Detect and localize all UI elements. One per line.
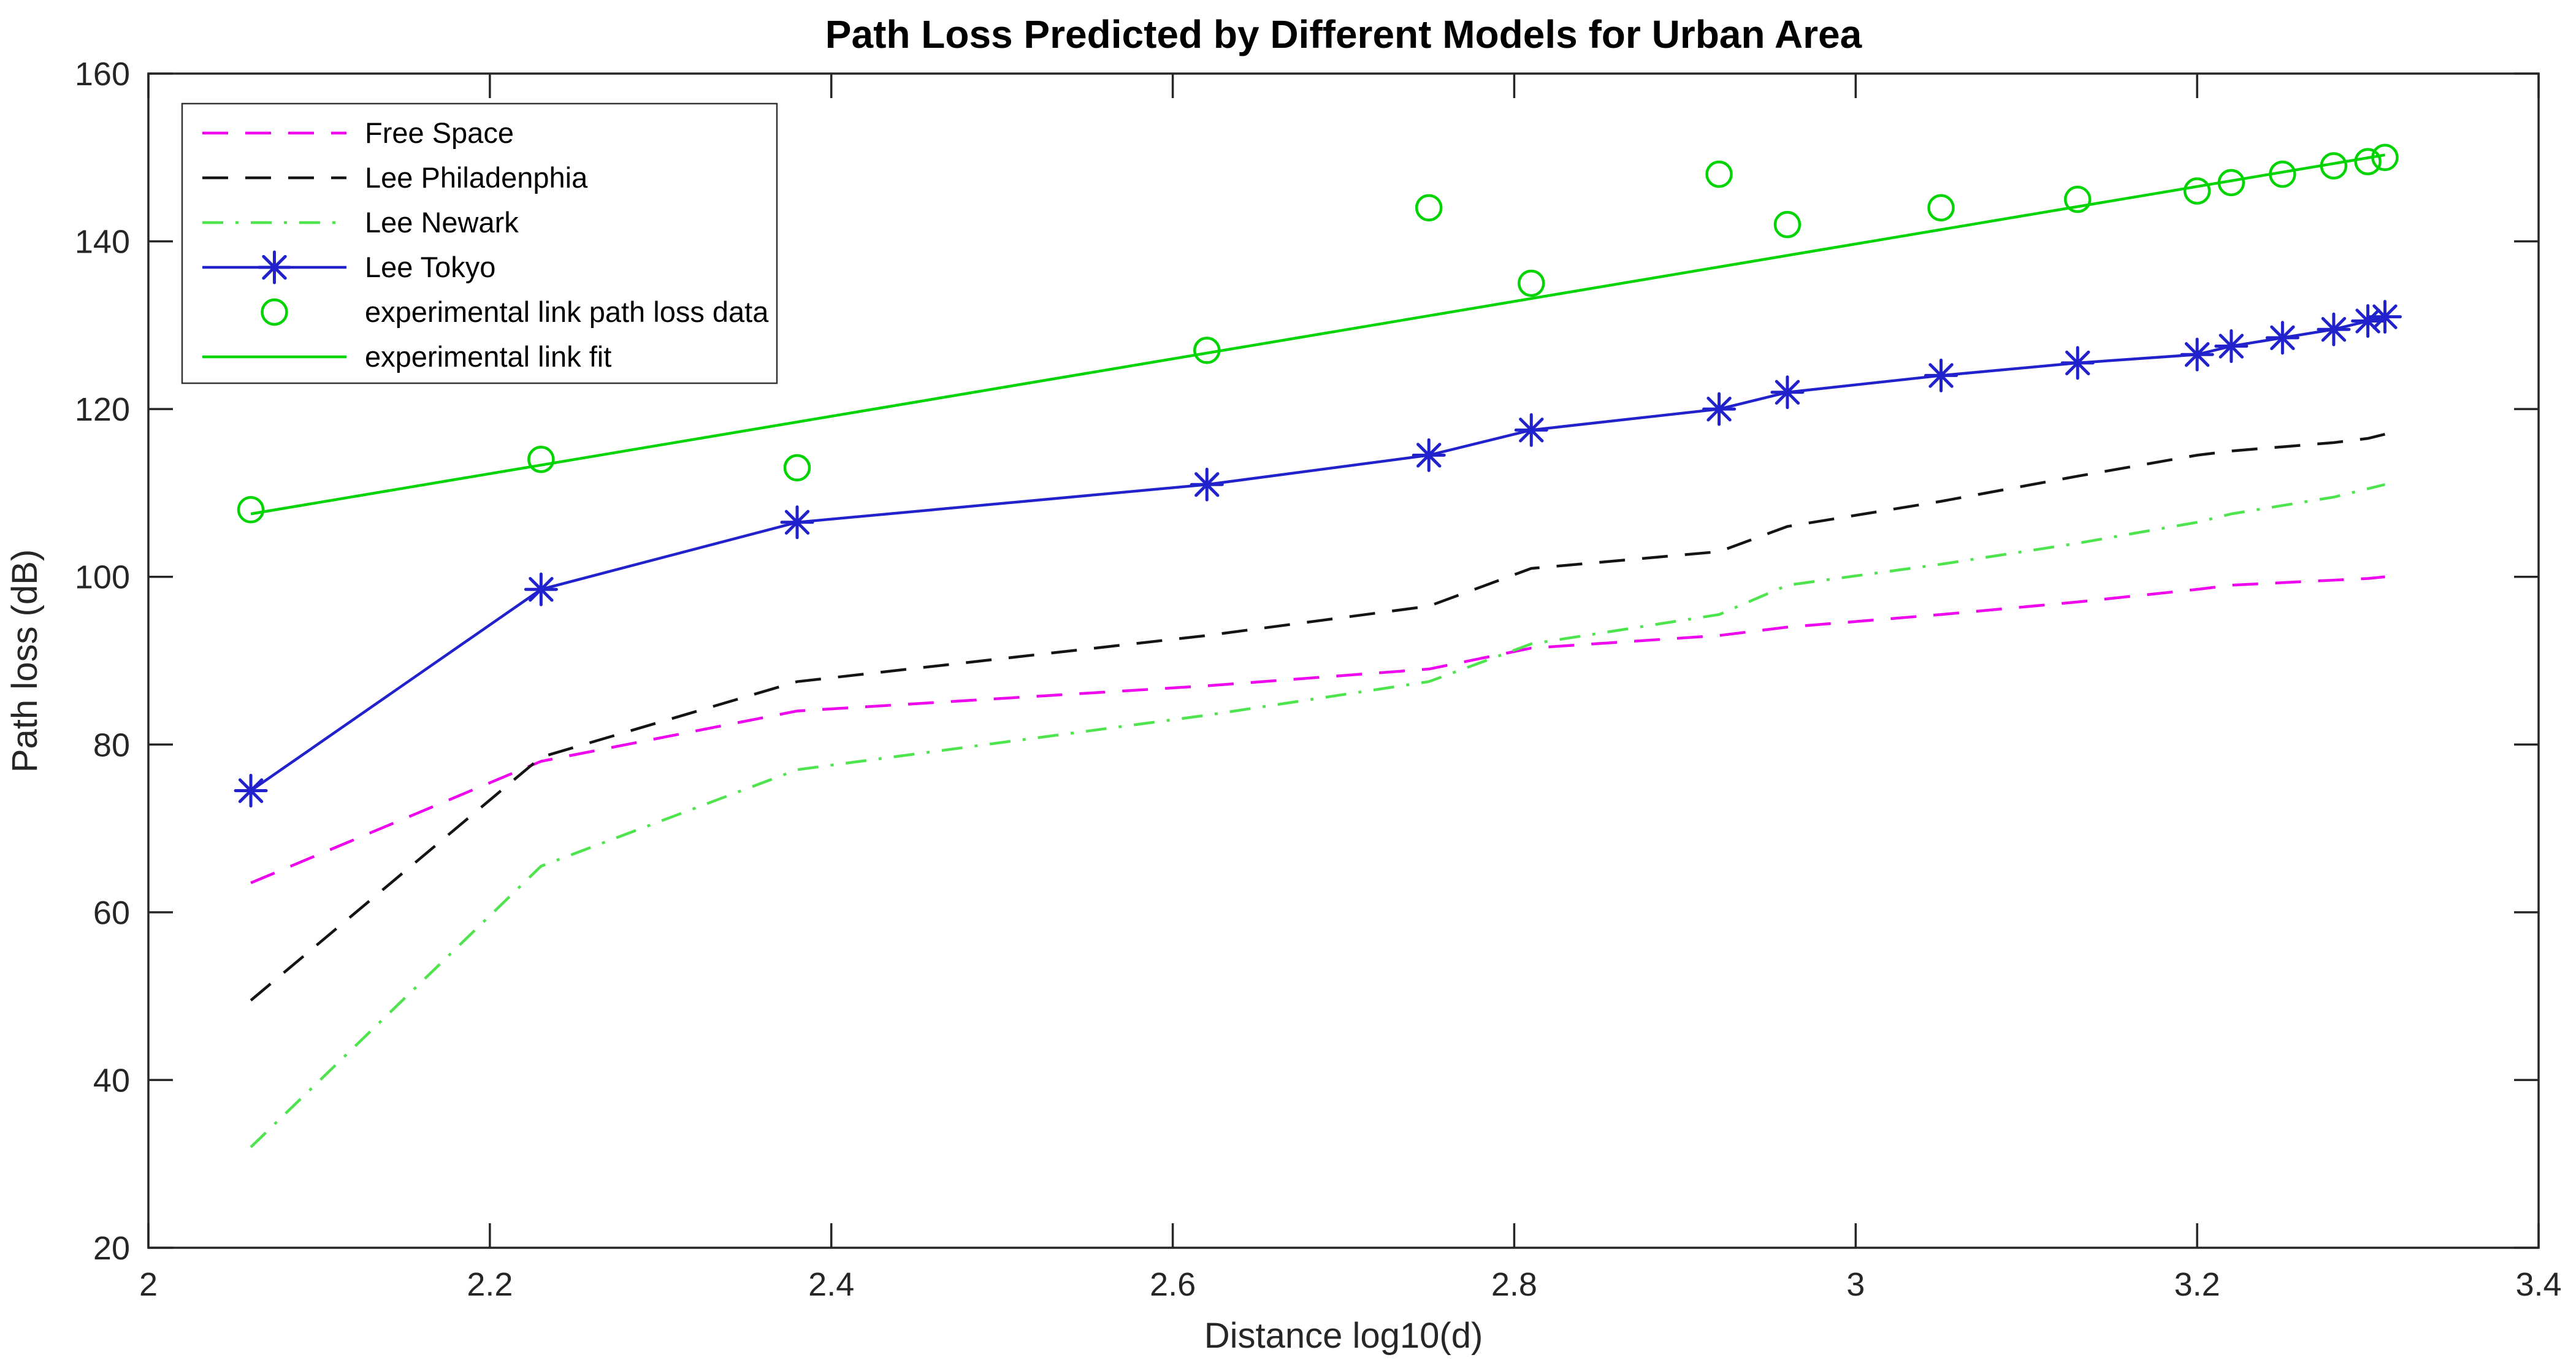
y-axis-label: Path loss (dB) (5, 549, 45, 773)
series-layer (234, 143, 2402, 1148)
legend-label: Lee Philadenphia (365, 161, 588, 194)
series-experimental-link-fit (250, 153, 2385, 516)
series-free-space (250, 575, 2385, 885)
series-lee-tokyo (234, 300, 2402, 808)
x-tick-label: 3.2 (2174, 1266, 2220, 1303)
x-tick-label: 2.2 (467, 1266, 513, 1303)
x-tick-label: 3 (1846, 1266, 1865, 1303)
x-tick-label: 2.8 (1491, 1266, 1537, 1303)
legend-label: experimental link fit (365, 340, 611, 373)
series-lee-newark (250, 483, 2385, 1148)
x-tick-label: 2.6 (1150, 1266, 1196, 1303)
x-tick-label: 3.4 (2515, 1266, 2561, 1303)
x-axis-ticks: 2 2.2 2.4 2.6 2.8 3 3.2 3.4 (139, 74, 2562, 1303)
plot-area: 2 2.2 2.4 2.6 2.8 3 3.2 3.4 20 40 60 80 100 120 140 16… (75, 56, 2562, 1303)
legend-label: Free Space (365, 116, 514, 149)
series-experimental-link-path-loss-data (237, 143, 2399, 524)
series-lee-philadenphia (250, 432, 2385, 1002)
chart-title: Path Loss Predicted by Different Models … (825, 12, 1862, 56)
y-tick-label: 160 (75, 56, 130, 93)
x-tick-label: 2 (139, 1266, 158, 1303)
legend-label: experimental link path loss data (365, 296, 769, 328)
legend-item-free-space: Free Space (202, 116, 514, 149)
legend-item-lee-philadenphia: Lee Philadenphia (202, 161, 588, 194)
y-tick-label: 20 (93, 1230, 130, 1267)
y-tick-label: 60 (93, 895, 130, 931)
x-axis-label: Distance log10(d) (1204, 1316, 1483, 1356)
y-tick-label: 120 (75, 391, 130, 428)
legend: Free Space Lee Philadenphia Lee Newark Lee … (181, 102, 778, 384)
legend-item-lee-tokyo: Lee Tokyo (202, 250, 495, 285)
x-tick-label: 2.4 (808, 1266, 854, 1303)
y-tick-label: 140 (75, 224, 130, 261)
legend-label: Lee Tokyo (365, 251, 495, 283)
plot-border (147, 72, 2540, 1249)
y-axis-ticks: 20 40 60 80 100 120 140 160 (75, 56, 2539, 1267)
legend-label: Lee Newark (365, 206, 519, 239)
y-tick-label: 80 (93, 727, 130, 763)
y-tick-label: 40 (93, 1062, 130, 1099)
y-tick-label: 100 (75, 559, 130, 596)
legend-item-lee-newark: Lee Newark (202, 206, 519, 239)
legend-item-experimental-link-path-loss-data: experimental link path loss data (261, 296, 769, 328)
legend-item-experimental-link-fit: experimental link fit (202, 340, 611, 373)
legend-box (181, 102, 778, 384)
